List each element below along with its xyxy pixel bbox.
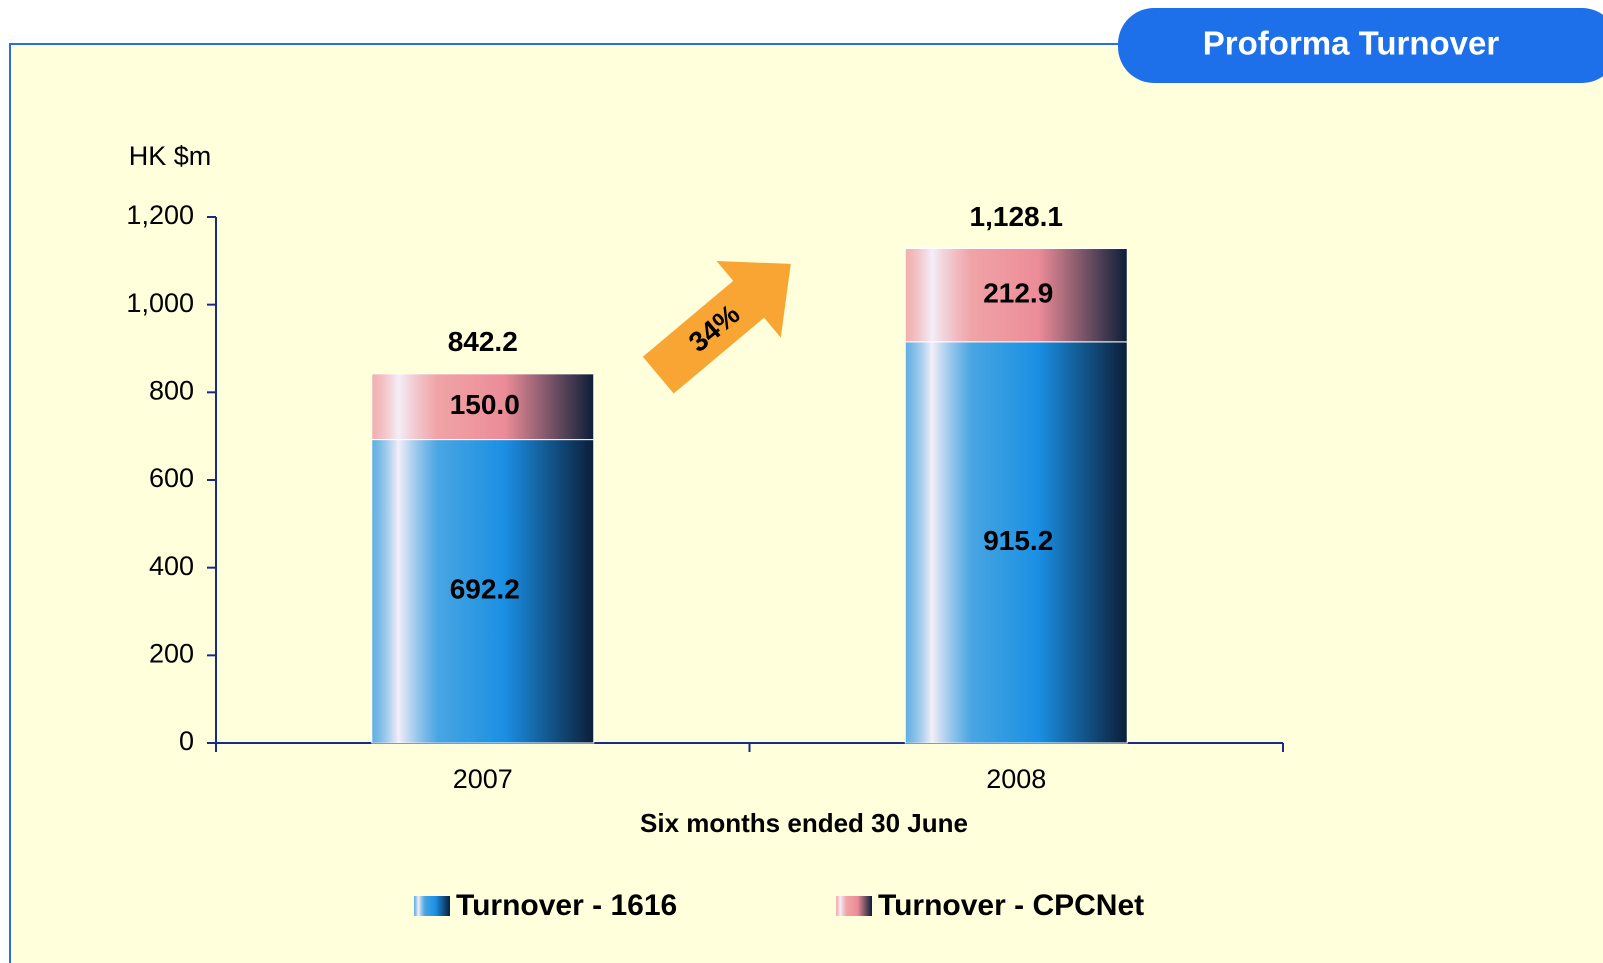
legend-swatch xyxy=(414,896,450,916)
data-label: 692.2 xyxy=(450,574,520,605)
bar-segment xyxy=(371,439,595,744)
y-tick-label: 0 xyxy=(179,726,194,756)
y-tick-label: 1,000 xyxy=(126,288,194,318)
data-label: 915.2 xyxy=(983,525,1053,556)
x-tick-label: 2007 xyxy=(453,764,513,794)
data-label: 212.9 xyxy=(983,278,1053,309)
y-tick-label: 200 xyxy=(149,638,194,668)
y-tick-label: 800 xyxy=(149,375,194,405)
y-tick-label: 400 xyxy=(149,551,194,581)
panel xyxy=(9,43,1603,963)
total-label: 1,128.1 xyxy=(970,201,1063,232)
header-pill xyxy=(1118,8,1603,83)
legend-label: Turnover - 1616 xyxy=(456,889,677,922)
x-axis-label: Six months ended 30 June xyxy=(640,808,968,838)
legend-swatch xyxy=(836,896,872,916)
bar-segment xyxy=(371,373,595,441)
y-tick-label: 600 xyxy=(149,463,194,493)
x-tick-label: 2008 xyxy=(986,764,1046,794)
bar-segment xyxy=(904,341,1128,744)
arrow-shape xyxy=(642,260,791,394)
legend-label: Turnover - CPCNet xyxy=(878,889,1144,922)
header-title: Proforma Turnover xyxy=(1203,25,1500,62)
total-label: 842.2 xyxy=(448,326,518,357)
y-tick-label: 1,200 xyxy=(126,200,194,230)
bar-segment xyxy=(904,248,1128,343)
y-axis-label: HK $m xyxy=(129,141,212,171)
data-label: 150.0 xyxy=(450,389,520,420)
